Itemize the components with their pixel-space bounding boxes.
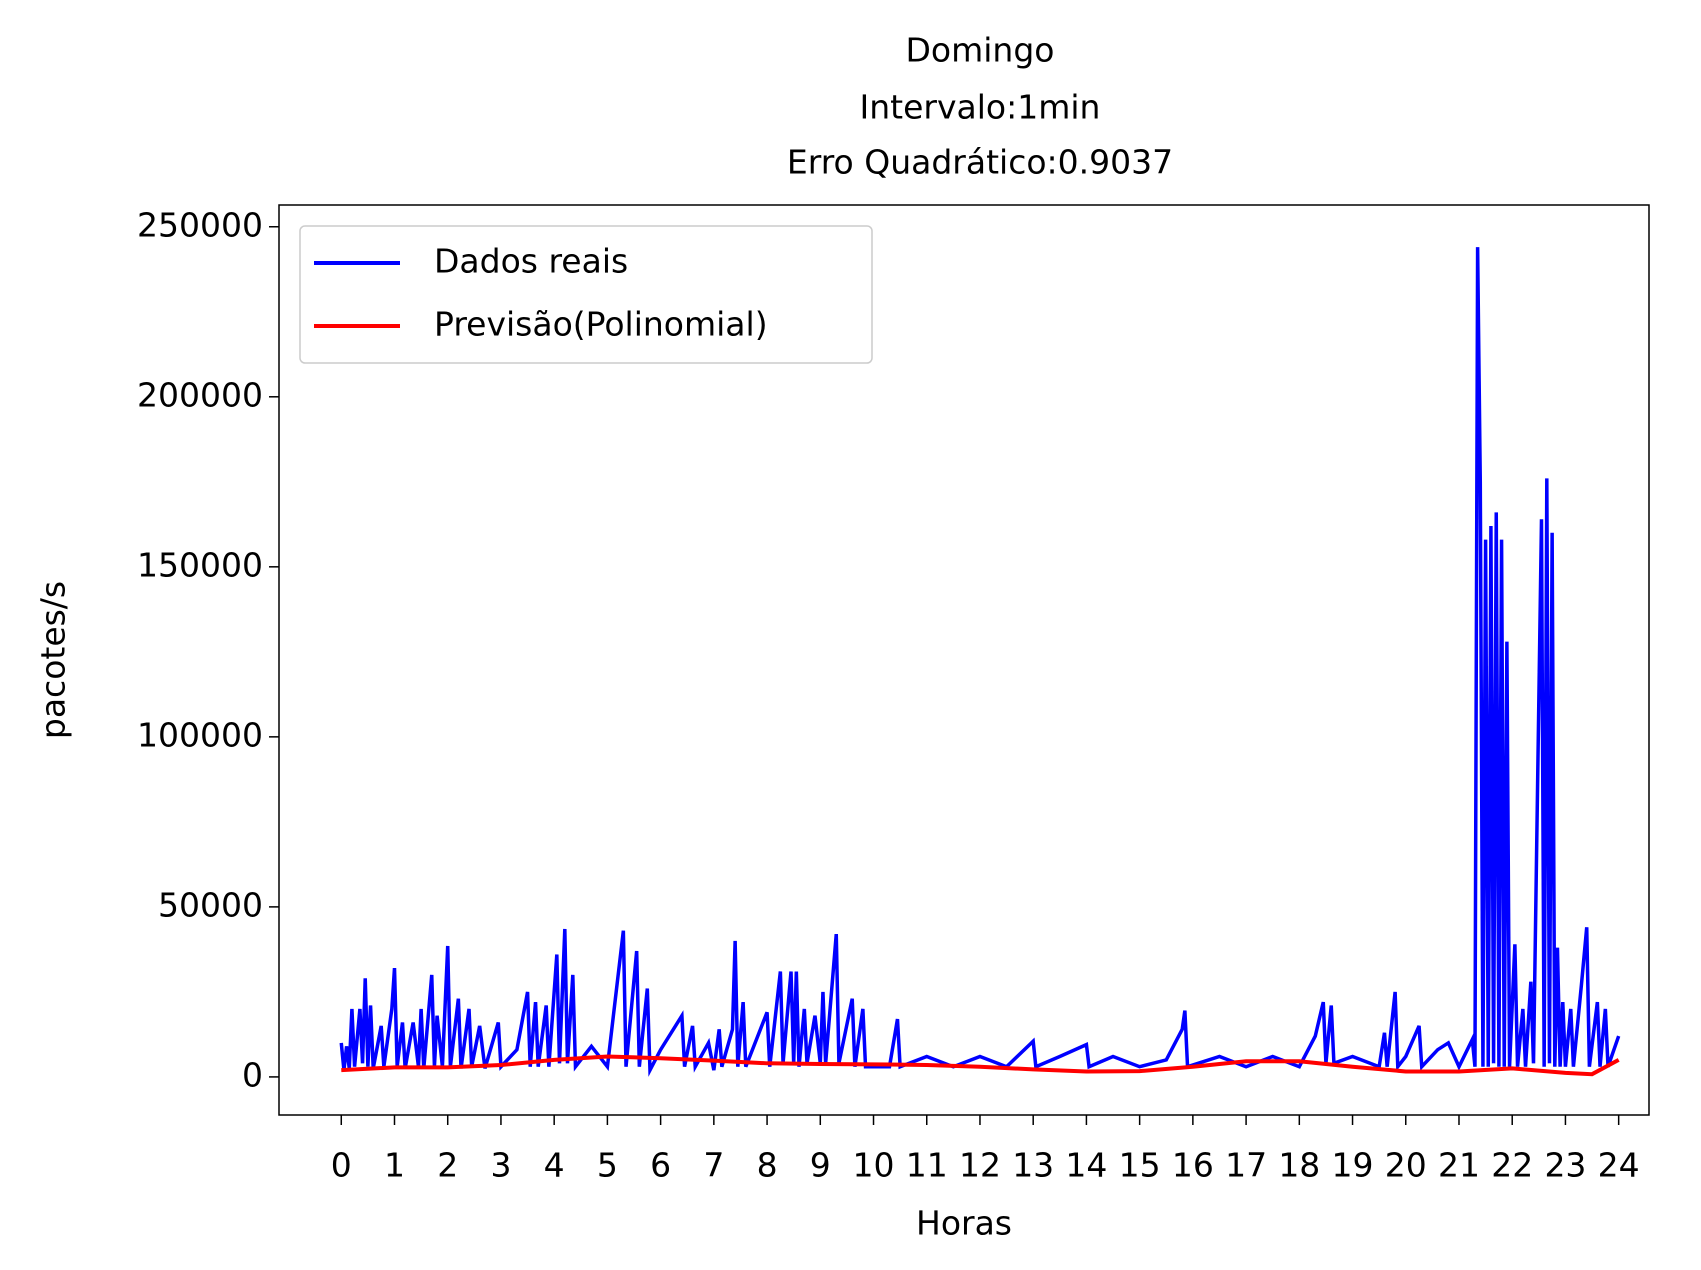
y-tick-label: 100000 <box>137 715 263 754</box>
x-tick-label: 3 <box>490 1146 511 1185</box>
x-tick-label: 19 <box>1332 1146 1374 1185</box>
x-axis-label: Horas <box>916 1204 1012 1243</box>
x-tick-label: 15 <box>1119 1146 1161 1185</box>
legend-label: Previsão(Polinomial) <box>434 305 768 344</box>
x-tick-label: 7 <box>703 1146 724 1185</box>
x-tick-label: 12 <box>959 1146 1001 1185</box>
y-tick-label: 0 <box>242 1055 263 1094</box>
x-tick-label: 18 <box>1278 1146 1320 1185</box>
x-tick-label: 5 <box>597 1146 618 1185</box>
chart-title: Intervalo:1min <box>860 88 1101 127</box>
x-tick-label: 2 <box>437 1146 458 1185</box>
x-tick-label: 10 <box>853 1146 895 1185</box>
chart-title: Erro Quadrático:0.9037 <box>787 143 1173 182</box>
y-axis-label: pacotes/s <box>34 581 73 739</box>
x-tick-label: 6 <box>650 1146 671 1185</box>
legend-label: Dados reais <box>434 242 628 281</box>
chart-title: Domingo <box>906 31 1055 70</box>
x-tick-label: 14 <box>1065 1146 1107 1185</box>
y-tick-label: 250000 <box>137 205 263 244</box>
x-tick-label: 22 <box>1491 1146 1533 1185</box>
y-tick-label: 200000 <box>137 375 263 414</box>
x-tick-label: 11 <box>906 1146 948 1185</box>
x-tick-label: 17 <box>1225 1146 1267 1185</box>
x-tick-label: 13 <box>1012 1146 1054 1185</box>
legend-box <box>299 225 873 364</box>
y-tick-label: 50000 <box>158 885 263 924</box>
axes-frame <box>278 204 1650 1116</box>
series-line <box>341 1054 1620 1077</box>
x-tick-label: 16 <box>1172 1146 1214 1185</box>
x-tick-label: 23 <box>1544 1146 1586 1185</box>
series-line <box>339 247 1621 1077</box>
y-tick-label: 150000 <box>137 545 263 584</box>
x-tick-label: 0 <box>331 1146 352 1185</box>
x-tick-label: 20 <box>1385 1146 1427 1185</box>
x-tick-label: 8 <box>757 1146 778 1185</box>
x-tick-label: 4 <box>544 1146 565 1185</box>
x-tick-label: 1 <box>384 1146 405 1185</box>
x-tick-label: 9 <box>810 1146 831 1185</box>
x-tick-label: 24 <box>1598 1146 1640 1185</box>
x-tick-label: 21 <box>1438 1146 1480 1185</box>
